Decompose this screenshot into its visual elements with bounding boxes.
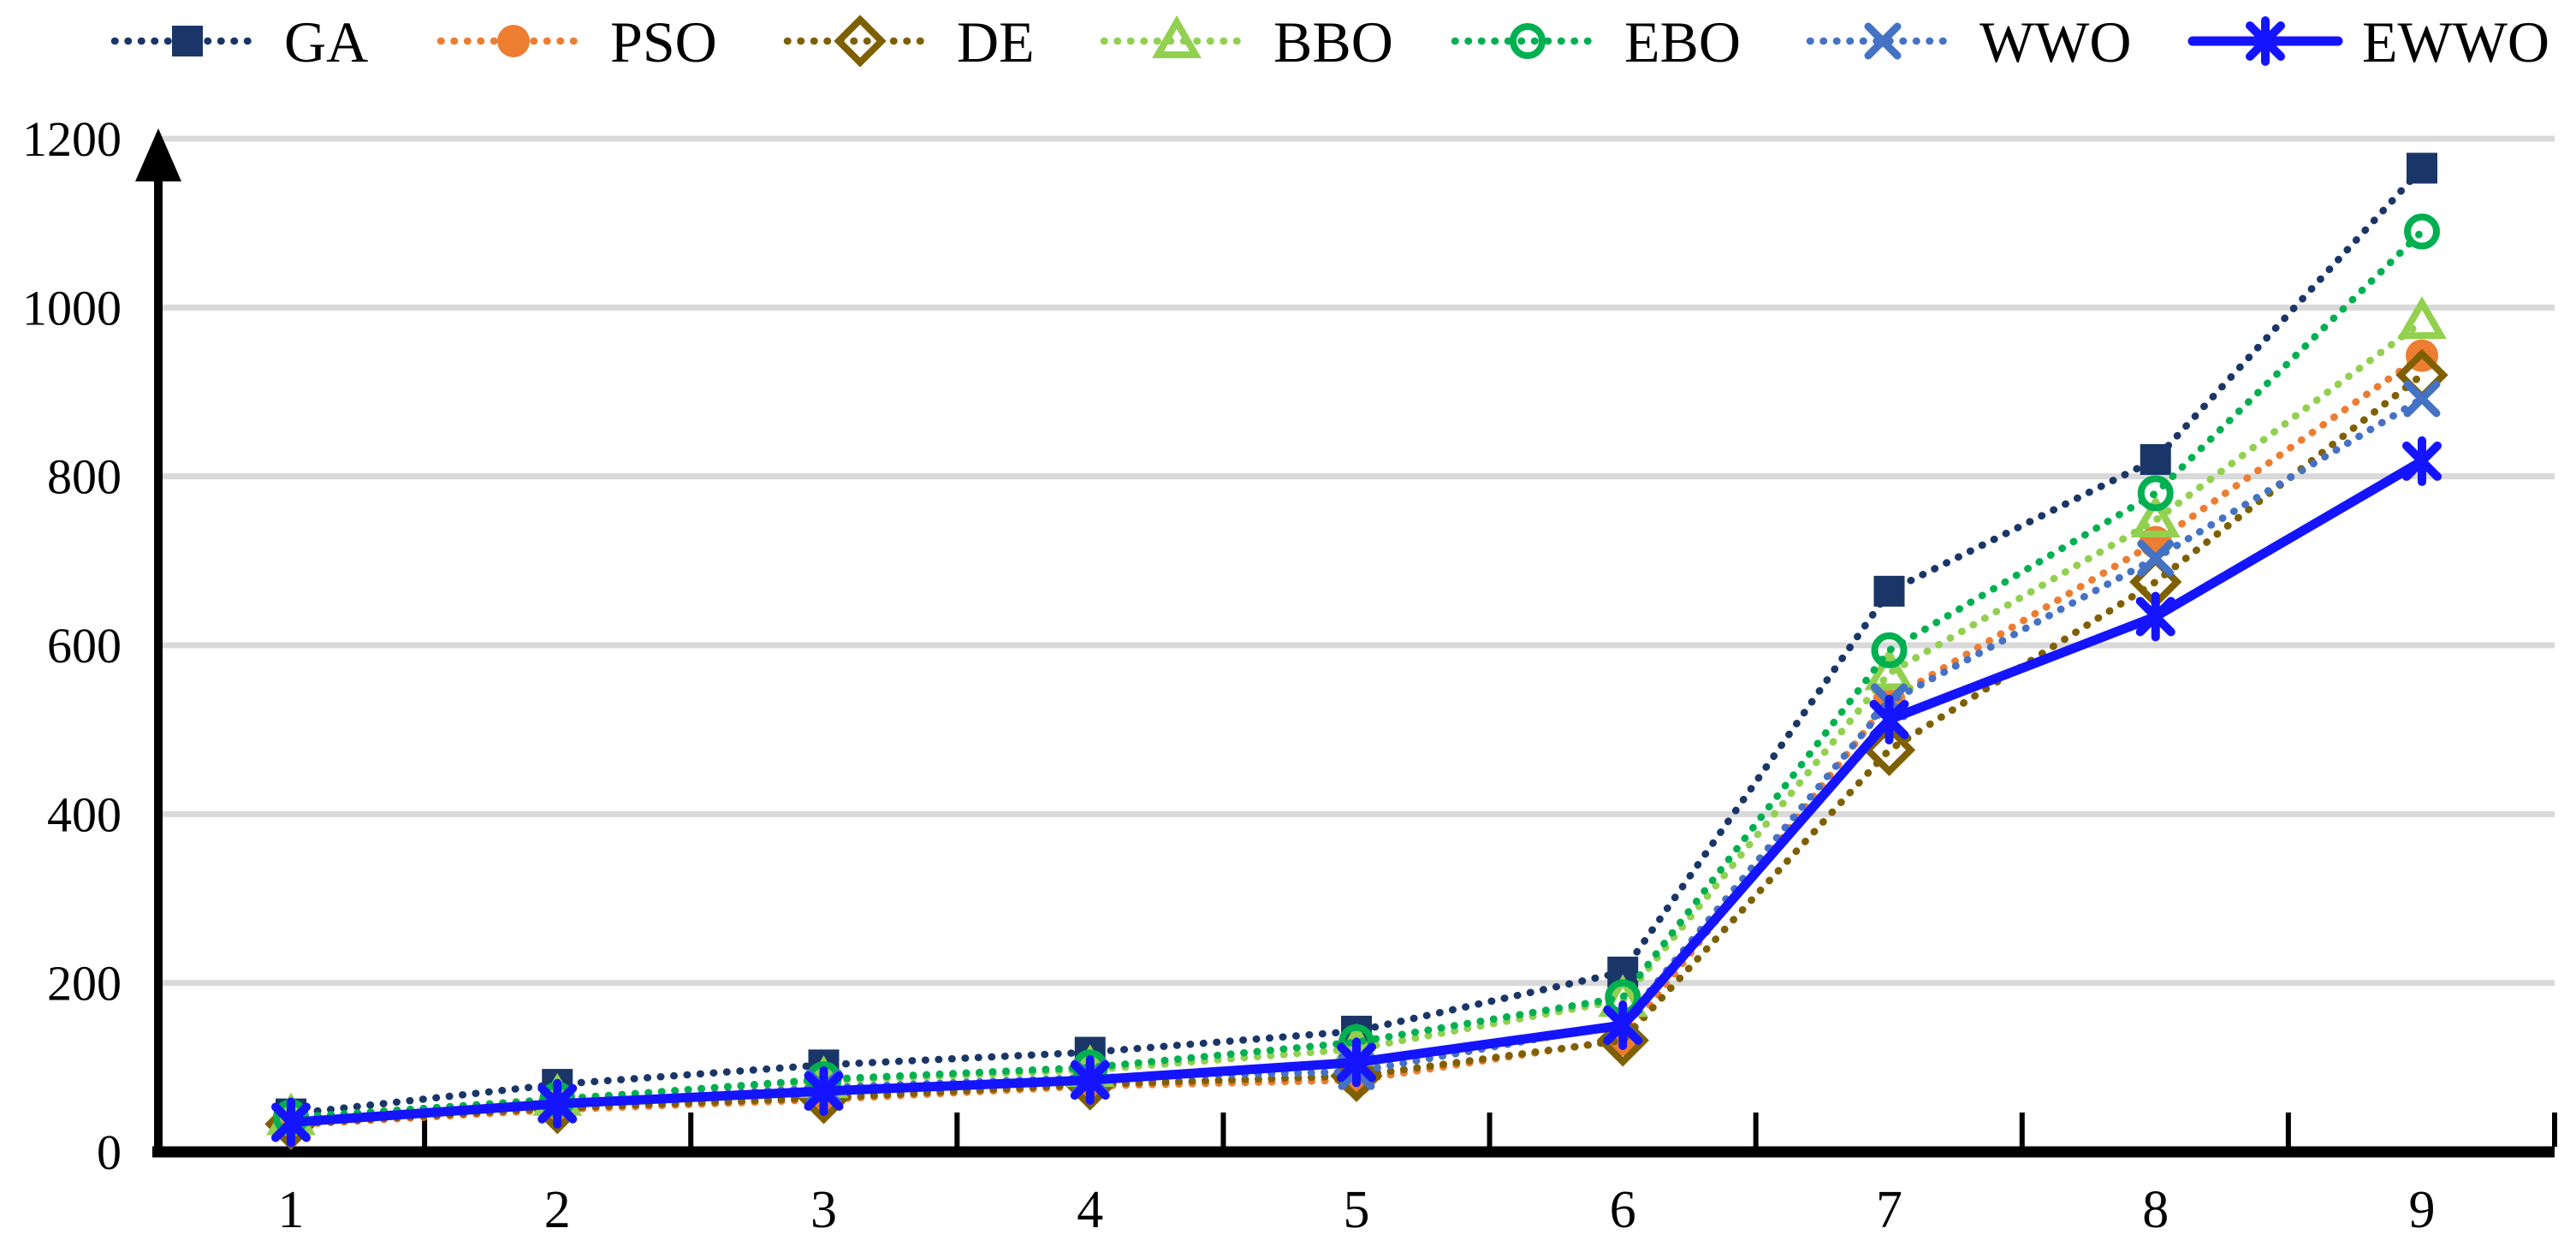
x-tick-label-9: 9 [2409, 1181, 2436, 1239]
y-axis-arrow-icon [135, 128, 181, 181]
series-line-de [287, 371, 2426, 1128]
legend-label-de: DE [957, 9, 1035, 74]
data-point-marker [1869, 694, 1909, 745]
series-ewwo [271, 436, 2442, 1148]
legend-item-pso: PSO [436, 9, 717, 74]
legend-label-ga: GA [284, 9, 368, 74]
data-point-marker [2407, 152, 2437, 184]
data-point-marker [1603, 1000, 1643, 1050]
legend-marker-ebo-icon [1510, 23, 1546, 59]
x-tick-label-8: 8 [2142, 1181, 2169, 1239]
series-ebo [273, 213, 2440, 1136]
legend-marker-pso-icon [497, 25, 530, 57]
x-tick-label-3: 3 [810, 1181, 837, 1239]
series-line-bbo [287, 317, 2426, 1122]
data-point-marker [1337, 1037, 1376, 1088]
data-point-marker [1871, 632, 1908, 668]
data-point-marker [804, 1065, 844, 1116]
y-tick-label-800: 800 [47, 449, 122, 505]
data-point-marker [1070, 1055, 1110, 1106]
legend-label-pso: PSO [610, 9, 717, 74]
y-tick-label-400: 400 [47, 786, 122, 842]
data-point-marker [2403, 380, 2441, 418]
legend-label-bbo: BBO [1273, 9, 1393, 74]
y-tick-label-600: 600 [47, 618, 122, 673]
x-tick-label-5: 5 [1344, 1181, 1370, 1239]
data-point-marker [271, 1097, 311, 1148]
legend-label-ebo: EBO [1624, 9, 1741, 74]
x-axis-labels: 1 2 3 4 5 6 7 8 9 [278, 1181, 2436, 1239]
legend-label-ewwo: EWWO [2362, 9, 2549, 74]
series-markers-ebo [273, 213, 2440, 1136]
data-point-marker [2137, 539, 2175, 577]
series-markers-bbo [266, 296, 2447, 1136]
y-tick-label-1200: 1200 [22, 111, 122, 167]
legend-label-wwo: WWO [1979, 9, 2131, 74]
y-axis-labels: 0 200 400 600 800 1000 1200 [22, 111, 122, 1180]
legend-item-ewwo: EWWO [2187, 9, 2549, 74]
legend-item-ga: GA [110, 9, 368, 74]
x-tick-label-2: 2 [544, 1181, 571, 1239]
x-tick-label-4: 4 [1077, 1181, 1103, 1239]
x-tick-label-1: 1 [278, 1181, 305, 1239]
x-tick-label-7: 7 [1876, 1181, 1902, 1239]
data-point-marker [1864, 647, 1914, 691]
y-tick-label-1000: 1000 [22, 280, 122, 335]
series-line-pso [287, 352, 2426, 1129]
series-line-ga [287, 164, 2426, 1118]
series-markers-ewwo [271, 436, 2442, 1148]
series-line-wwo [287, 395, 2426, 1125]
legend-marker-wwo-icon [1864, 22, 1902, 60]
legend-item-ebo: EBO [1451, 9, 1741, 74]
gridlines [158, 135, 2555, 987]
data-point-marker [2397, 296, 2447, 340]
x-tick-label-6: 6 [1610, 1181, 1636, 1239]
legend-item-de: DE [783, 9, 1035, 74]
y-tick-label-200: 200 [47, 956, 122, 1012]
series-line-ebo [287, 228, 2426, 1121]
data-point-marker [1330, 1049, 1383, 1102]
x-axis-ticks [422, 1113, 2557, 1147]
chart-legend: GA PSO DE BBO EBO WWO EWWO [110, 9, 2549, 74]
data-point-marker [2130, 494, 2181, 537]
data-point-marker [2140, 443, 2171, 475]
legend-marker-ga-icon [172, 26, 203, 56]
data-point-marker [1873, 575, 1905, 607]
data-point-marker [2402, 436, 2442, 486]
data-point-marker [537, 1078, 578, 1129]
data-point-marker [2404, 213, 2440, 250]
legend-item-wwo: WWO [1806, 9, 2131, 74]
data-point-marker [2137, 475, 2174, 512]
legend-marker-de-icon [834, 15, 887, 68]
series-bbo [266, 296, 2447, 1136]
legend-marker-ewwo-icon [2246, 16, 2285, 66]
legend-marker-bbo-icon [1152, 15, 1202, 58]
data-point-marker [2135, 591, 2175, 642]
legend-item-bbo: BBO [1100, 9, 1393, 74]
y-tick-label-0: 0 [97, 1124, 122, 1180]
